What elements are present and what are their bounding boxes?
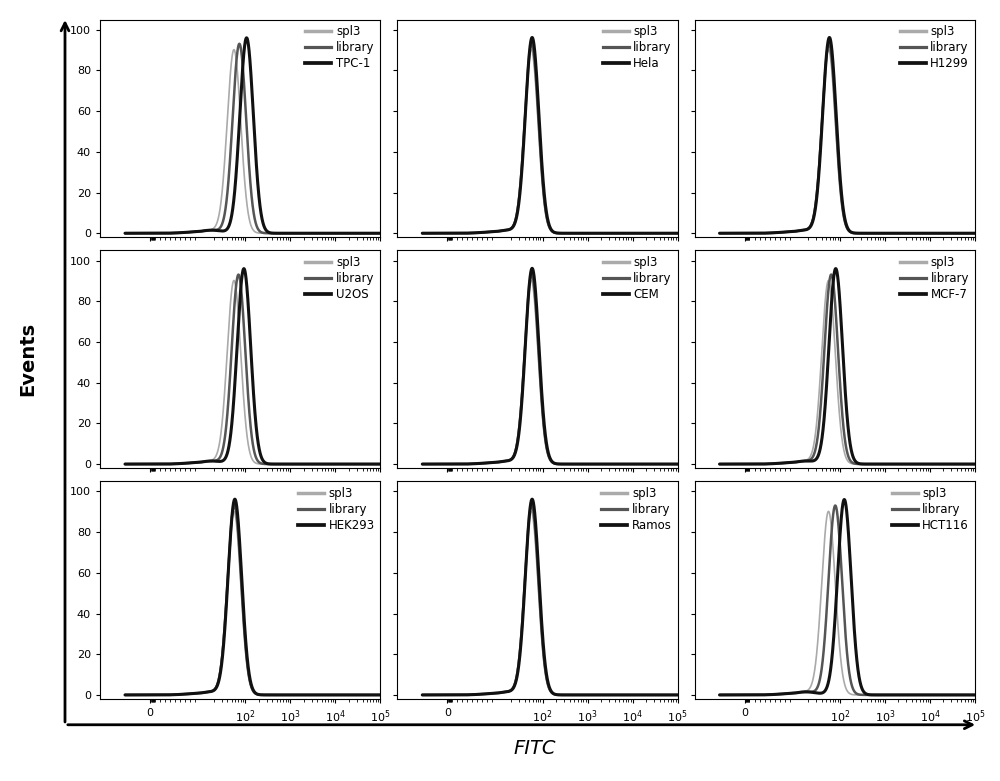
Text: FITC: FITC (514, 739, 556, 758)
Legend: spl3, library, CEM: spl3, library, CEM (600, 254, 674, 304)
Legend: spl3, library, U2OS: spl3, library, U2OS (303, 254, 377, 304)
Legend: spl3, library, HEK293: spl3, library, HEK293 (295, 485, 377, 534)
Legend: spl3, library, HCT116: spl3, library, HCT116 (889, 485, 971, 534)
Legend: spl3, library, H1299: spl3, library, H1299 (897, 23, 971, 73)
Legend: spl3, library, Ramos: spl3, library, Ramos (599, 485, 674, 534)
Legend: spl3, library, TPC-1: spl3, library, TPC-1 (303, 23, 377, 73)
Text: Events: Events (18, 323, 38, 396)
Legend: spl3, library, Hela: spl3, library, Hela (600, 23, 674, 73)
Legend: spl3, library, MCF-7: spl3, library, MCF-7 (898, 254, 971, 304)
